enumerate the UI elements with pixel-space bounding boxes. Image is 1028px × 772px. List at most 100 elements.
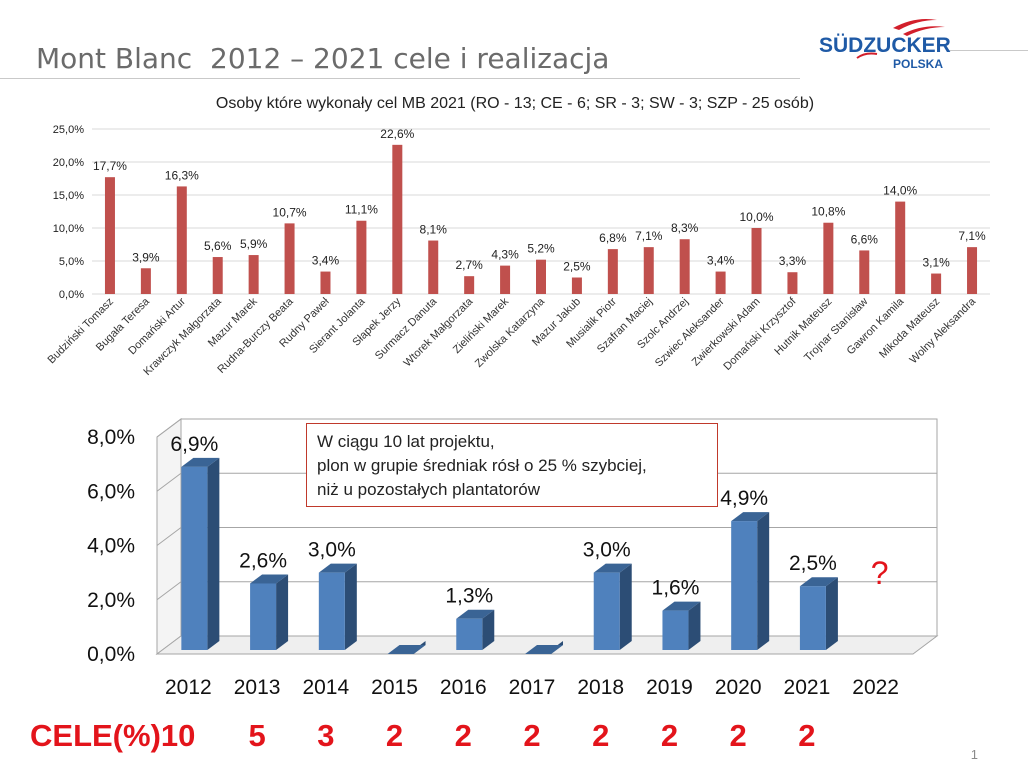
bottom-bar (250, 574, 289, 650)
top-bar-value-label: 8,3% (671, 221, 699, 235)
target-value-2017: 2 (523, 718, 541, 753)
bottom-bar-top (456, 609, 495, 619)
top-bar-value-label: 3,9% (132, 250, 160, 264)
logo-swoosh-top (893, 19, 937, 30)
slide-title: Mont Blanc 2012 – 2021 cele i realizacja (36, 42, 610, 75)
bottom-bar (387, 641, 426, 654)
top-bar (931, 273, 942, 294)
bottom-bar (662, 601, 701, 650)
top-bar (464, 276, 475, 294)
bottom-chart-x-labels: 2012 2013 2014 2015 2016 2017 2018 2019 2020 2021… (165, 676, 899, 699)
top-bar (320, 271, 331, 294)
top-bar-value-label: 10,8% (811, 205, 845, 219)
bottom-bar-value-label: 3,0% (583, 539, 631, 562)
target-value-2015: 2 (385, 718, 404, 753)
top-bar-value-label: 16,3% (165, 168, 199, 182)
bottom-grid-side (156, 527, 182, 546)
top-chart-bars (104, 144, 978, 294)
bottom-bar-side (207, 457, 220, 650)
top-bar-value-label: 10,0% (740, 210, 774, 224)
top-bar (607, 249, 618, 294)
top-bar (356, 220, 367, 294)
bottom-y-tick-label: 4,0% (87, 535, 135, 558)
target-value-2020: 2 (729, 718, 747, 753)
bottom-grid-side (156, 581, 182, 601)
logo-swoosh-mid (903, 26, 945, 36)
top-bar-value-label: 22,6% (380, 127, 414, 141)
bottom-x-tick-label: 2018 (577, 676, 624, 699)
bottom-bar-top (799, 577, 838, 587)
bottom-y-tick-label: 0,0% (87, 643, 135, 666)
top-y-tick-label: 10,0% (53, 223, 84, 235)
top-bar (715, 271, 726, 294)
top-bar-value-label: 5,6% (204, 239, 232, 253)
top-bar (248, 255, 259, 294)
annotation-line-1: W ciągu 10 lat projektu, (317, 432, 495, 451)
top-bar (967, 247, 978, 294)
top-y-tick-label: 20,0% (53, 157, 84, 169)
bottom-bar-value-label: 6,9% (170, 433, 218, 456)
target-value-2018: 2 (592, 718, 610, 753)
bottom-bar-top (318, 563, 357, 573)
top-bar-value-label: 5,2% (527, 242, 555, 256)
top-bar (392, 144, 403, 294)
annotation-line-2: plon w grupie średniak rósł o 25 % szybc… (317, 456, 647, 475)
bottom-bar-side (688, 601, 701, 650)
bottom-bar (181, 457, 220, 650)
top-bar-value-label: 11,1% (345, 203, 378, 217)
top-bar (212, 257, 223, 294)
bottom-chart-bars (181, 457, 838, 654)
bottom-x-tick-label: 2016 (440, 676, 487, 699)
top-bar-value-label: 2,5% (563, 260, 591, 274)
top-bar (859, 250, 870, 294)
top-bar (140, 268, 151, 294)
top-y-tick-label: 15,0% (53, 190, 84, 202)
target-value-2013: 5 (248, 718, 266, 753)
logo-sub-text: POLSKA (893, 57, 943, 71)
bottom-bar-front (799, 586, 826, 650)
top-bar-value-label: 2,7% (455, 258, 483, 272)
top-bar-value-label: 6,6% (851, 232, 879, 246)
bottom-bar-top (662, 601, 701, 611)
top-bar-value-label: 3,4% (707, 254, 735, 268)
logo-brand-text: SÜDZUCKER (819, 34, 951, 57)
top-bar-value-label: 3,1% (922, 256, 950, 270)
top-bar (536, 259, 546, 294)
bottom-bar (731, 512, 770, 650)
bottom-bar-value-label: 3,0% (308, 539, 356, 562)
title-divider-right (948, 50, 1028, 51)
top-y-tick-label: 0,0% (59, 289, 84, 301)
bottom-bar-side (482, 609, 495, 650)
bottom-bar-top (731, 512, 770, 522)
top-chart-value-labels: 17,7% 3,9% 16,3% 5,6% 5,9% 10,7% 3,4% 11,1% 22,6… (93, 127, 986, 274)
top-bar (751, 228, 762, 294)
top-bar-value-label: 7,1% (958, 229, 986, 243)
top-bar (571, 277, 582, 294)
bottom-bar-top (181, 457, 220, 467)
bottom-bar-front (593, 572, 620, 650)
bottom-bar (318, 563, 357, 650)
target-value-2019: 2 (660, 718, 679, 753)
bottom-bar-value-label: 4,9% (720, 487, 768, 510)
top-bar (643, 247, 654, 294)
bottom-bar-front (318, 572, 345, 650)
top-bar (895, 201, 906, 294)
bottom-y-tick-label: 6,0% (87, 480, 135, 503)
page-number: 1 (970, 747, 978, 762)
bottom-bar-value-label: 2,6% (239, 549, 287, 572)
bottom-x-tick-label: 2013 (234, 676, 281, 699)
bottom-x-tick-label: 2019 (646, 676, 693, 699)
title-divider (0, 78, 800, 79)
top-bar-value-label: 10,7% (273, 205, 307, 219)
top-y-tick-label: 25,0% (53, 124, 84, 136)
top-bar (500, 265, 511, 294)
bottom-x-tick-label: 2020 (715, 676, 762, 699)
bottom-bar-value-label: 1,6% (652, 577, 700, 600)
bottom-bar-top (525, 645, 563, 654)
bottom-bar-side (757, 512, 770, 650)
top-bar-value-label: 7,1% (635, 229, 663, 243)
bottom-bar (525, 641, 563, 654)
top-bar-chart: Osoby które wykonały cel MB 2021 (RO - 1… (45, 95, 990, 378)
bottom-x-tick-label: 2022 (852, 676, 899, 699)
top-bar (284, 223, 295, 294)
